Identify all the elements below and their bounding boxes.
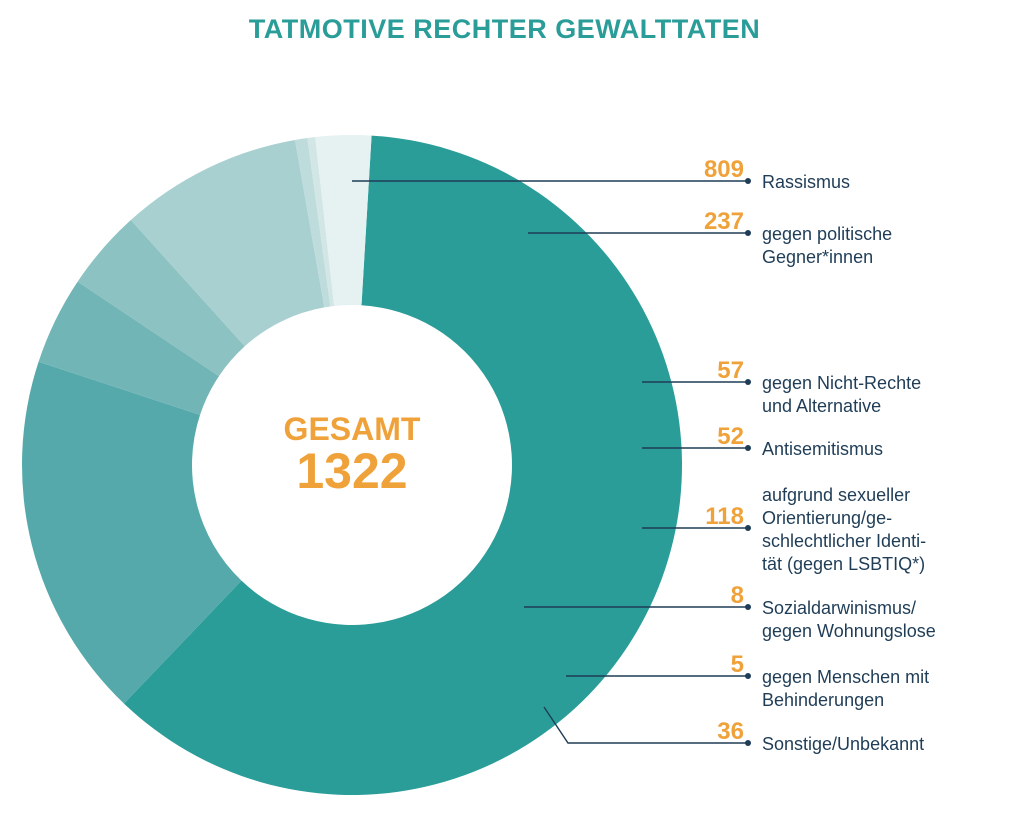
value-label-6: 5 — [731, 651, 744, 678]
category-label-1-1: Gegner*innen — [762, 247, 873, 267]
leader-dot-3 — [745, 445, 751, 451]
category-label-4-1: Orientierung/ge- — [762, 508, 892, 528]
slice-labels: 809 Rassismus 237 gegen politische Gegner*in… — [704, 156, 936, 754]
leader-line-7 — [543, 706, 748, 744]
slice-2 — [38, 281, 219, 415]
donut-slices — [21, 135, 682, 795]
leader-dot-1 — [745, 230, 751, 236]
slice-6 — [307, 137, 335, 307]
leader-dot-4 — [745, 525, 751, 531]
slice-0 — [123, 135, 682, 795]
value-label-7: 36 — [717, 718, 744, 745]
value-label-3: 52 — [717, 423, 744, 450]
category-label-6-1: Behinderungen — [762, 690, 884, 710]
category-label-7-0: Sonstige/Unbekannt — [762, 734, 924, 754]
slice-4 — [130, 139, 325, 347]
center-total: 1322 — [296, 443, 407, 499]
slice-5 — [295, 138, 331, 308]
leader-dot-2 — [745, 379, 751, 385]
slice-3 — [77, 220, 245, 377]
slice-7 — [315, 135, 372, 306]
value-label-5: 8 — [731, 582, 744, 609]
category-label-4-2: schlechtlicher Identi- — [762, 531, 926, 551]
value-label-4: 118 — [705, 503, 744, 530]
category-label-1-0: gegen politische — [762, 224, 892, 244]
category-label-2-1: und Alternative — [762, 396, 881, 416]
category-label-6-0: gegen Menschen mit — [762, 667, 929, 687]
leader-dot-7 — [745, 740, 751, 746]
category-label-4-0: aufgrund sexueller — [762, 485, 910, 505]
center-label: GESAMT — [284, 411, 421, 447]
leader-dot-5 — [745, 604, 751, 610]
category-label-0-0: Rassismus — [762, 172, 850, 192]
value-label-2: 57 — [717, 357, 744, 384]
leader-lines — [352, 178, 751, 746]
category-label-3-0: Antisemitismus — [762, 439, 883, 459]
category-label-2-0: gegen Nicht-Rechte — [762, 373, 921, 393]
category-label-4-3: tät (gegen LSBTIQ*) — [762, 554, 925, 574]
category-label-5-0: Sozialdarwinismus/ — [762, 598, 916, 618]
leader-dot-6 — [745, 673, 751, 679]
leader-dot-0 — [745, 178, 751, 184]
value-label-1: 237 — [704, 208, 744, 235]
slice-1 — [21, 361, 242, 704]
chart-title: TATMOTIVE RECHTER GEWALTTATEN — [248, 14, 761, 44]
value-label-0: 809 — [704, 156, 744, 183]
category-label-5-1: gegen Wohnungslose — [762, 621, 936, 641]
